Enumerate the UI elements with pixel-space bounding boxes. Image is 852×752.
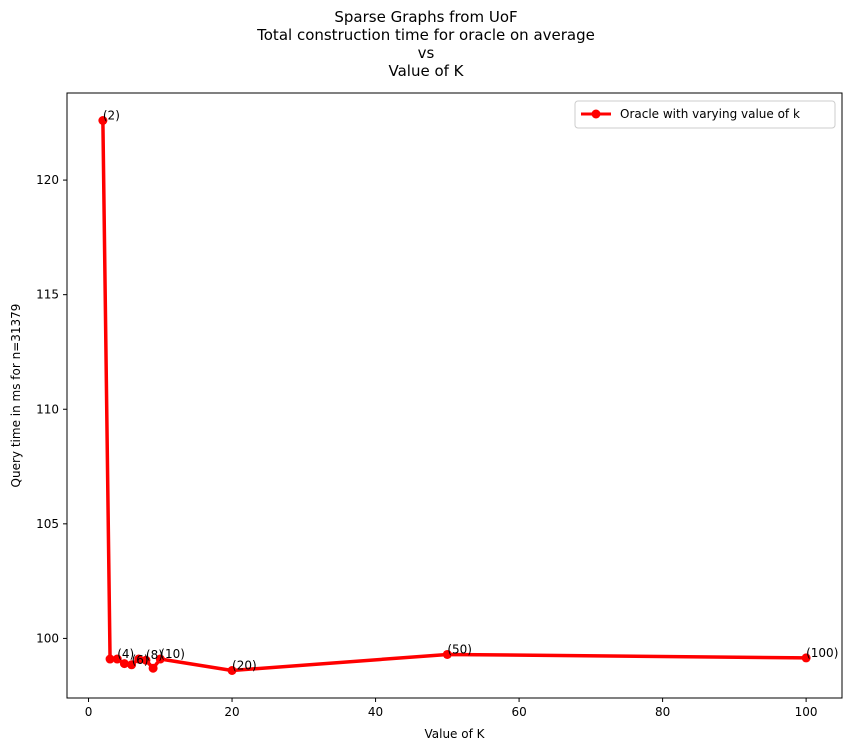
x-tick-label: 100 (795, 705, 818, 719)
data-point (112, 654, 122, 664)
data-point (105, 654, 115, 664)
x-axis: 0 20 40 60 80 100 (85, 698, 818, 719)
data-point-label: (4) (117, 647, 134, 661)
data-point-label: (6) (132, 653, 149, 667)
data-point-label: (20) (232, 659, 257, 673)
data-point (442, 649, 452, 659)
y-axis: 100 105 110 115 120 (36, 173, 67, 645)
y-tick-label: 115 (36, 288, 59, 302)
series-line (101, 120, 807, 673)
data-point (227, 666, 237, 675)
y-tick-label: 100 (36, 631, 59, 645)
data-point (141, 655, 151, 665)
data-point-label: (50) (447, 642, 472, 656)
data-point (134, 654, 144, 664)
series-group: (2) (4)(6)(8)(10) (20) (50) (100) (98, 109, 838, 675)
y-tick-label: 120 (36, 173, 59, 187)
data-point (801, 653, 811, 663)
x-tick-label: 0 (85, 705, 93, 719)
data-point (119, 659, 129, 669)
x-tick-label: 40 (368, 705, 383, 719)
legend-marker (591, 109, 601, 119)
x-tick-label: 80 (655, 705, 670, 719)
data-point-label: (100) (806, 646, 838, 660)
data-point-label: (10) (160, 647, 185, 661)
x-axis-label: Value of K (424, 727, 485, 741)
y-tick-label: 110 (36, 402, 59, 416)
legend: Oracle with varying value of k (574, 100, 836, 129)
data-point (127, 660, 137, 670)
x-tick-label: 20 (224, 705, 239, 719)
data-point (155, 654, 165, 664)
data-point (148, 663, 158, 673)
legend-label: Oracle with varying value of k (620, 107, 800, 121)
plot-area (66, 92, 843, 699)
y-tick-label: 105 (36, 517, 59, 531)
data-point-label: (2) (103, 109, 120, 123)
x-tick-label: 60 (511, 705, 526, 719)
legend-box (574, 100, 836, 129)
y-axis-label: Query time in ms for n=31379 (9, 304, 23, 488)
chart-title-line: Value of K (388, 62, 464, 80)
data-point (98, 116, 108, 125)
chart-title-line: Sparse Graphs from UoF (334, 8, 517, 26)
chart-title-line: Total construction time for oracle on av… (256, 26, 595, 44)
data-point-label: (8) (146, 648, 163, 662)
chart-title-line: vs (418, 44, 435, 62)
